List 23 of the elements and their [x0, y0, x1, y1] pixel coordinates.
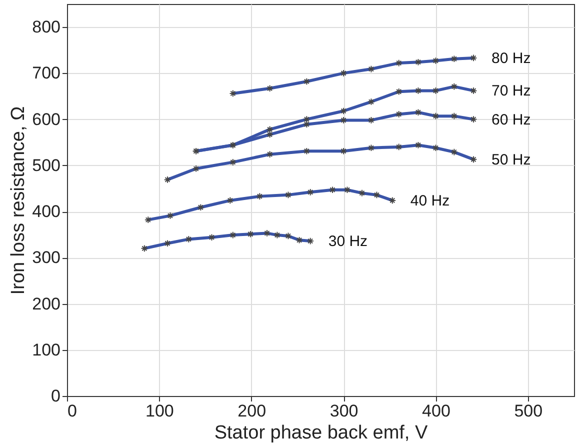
series-label: 60 Hz [492, 111, 531, 128]
series-label: 70 Hz [492, 82, 531, 100]
y-axis-title: Iron loss resistance, Ω [8, 106, 30, 295]
series-label: 50 Hz [492, 151, 531, 168]
series-label: 40 Hz [410, 192, 450, 210]
x-axis-title: Stator phase back emf, V [214, 422, 428, 444]
series-label: 80 Hz [492, 50, 531, 67]
y-tick-label: 700 [32, 64, 60, 83]
y-tick-label: 300 [32, 248, 60, 268]
y-tick-label: 800 [32, 18, 60, 37]
series-label: 30 Hz [328, 233, 368, 250]
y-tick-label: 600 [32, 110, 60, 129]
y-tick-label: 400 [32, 202, 60, 222]
y-tick-label: 500 [32, 156, 60, 175]
x-tick-label: 0 [68, 402, 77, 420]
x-tick-label: 300 [330, 402, 358, 420]
y-tick-label: 0 [51, 386, 60, 406]
x-tick-label: 100 [145, 402, 174, 420]
y-tick-label: 100 [32, 340, 60, 360]
x-tick-label: 400 [422, 402, 450, 420]
y-tick-label: 200 [32, 294, 60, 314]
x-tick-label: 500 [514, 402, 543, 420]
x-tick-label: 200 [238, 402, 266, 420]
